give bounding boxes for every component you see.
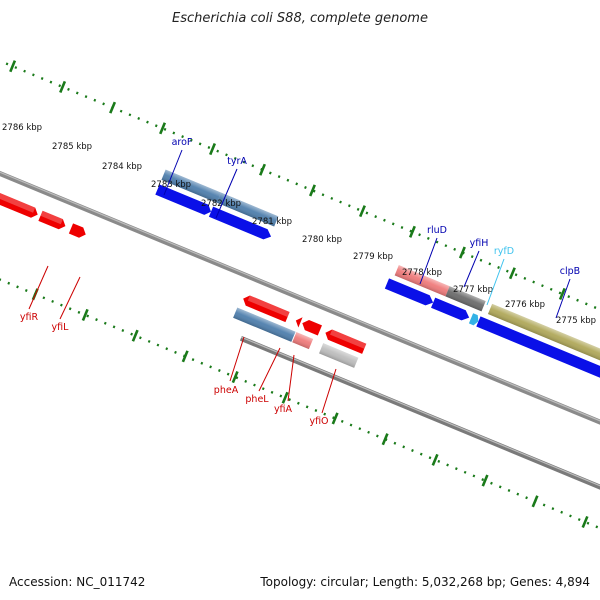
label-leader-line (321, 368, 337, 414)
kbp-tick (209, 142, 217, 156)
kbp-tick (81, 308, 89, 321)
backbone-highlight (0, 143, 600, 459)
label-leader-line (258, 347, 281, 392)
gene-label-pheA[interactable]: pheA (214, 385, 239, 396)
kbp-tick (381, 433, 389, 446)
kbp-tick (258, 163, 266, 176)
kbp-tick-marks (9, 60, 589, 529)
gene-label-yfiH[interactable]: yfiH (470, 238, 489, 249)
label-leader-line (555, 278, 571, 319)
kbp-label: 2781 kbp (252, 217, 292, 227)
kbp-labels: 2786 kbp 2785 kbp 2784 kbp 2783 kbp 2782 kbp… (2, 123, 596, 326)
gene-yfiL[interactable] (38, 210, 67, 231)
gene-yfiH[interactable] (431, 283, 486, 326)
gene-label-yfiA[interactable]: yfiA (274, 404, 293, 415)
gene-ryfD[interactable] (468, 313, 481, 326)
label-leader-line (215, 168, 238, 219)
gene-label-rluD[interactable]: rluD (427, 225, 447, 236)
gene-labels: aroF tyrA rluD yfiH ryfD clpB yfiR yfiL pheA pheL… (20, 137, 580, 427)
backbone-line (0, 142, 600, 462)
kbp-tick (231, 371, 239, 384)
kbp-label: 2777 kbp (453, 285, 493, 295)
accession-text: Accession: NC_011742 (9, 575, 145, 589)
kbp-tick (481, 474, 489, 487)
kbp-tick (408, 225, 416, 238)
kbp-tick (59, 80, 67, 93)
label-leader-line (287, 354, 295, 402)
kbp-label: 2778 kbp (402, 268, 442, 278)
gene-yfiR[interactable] (0, 188, 40, 219)
gene-label-yfiL[interactable]: yfiL (52, 322, 70, 333)
label-leader-line (59, 276, 81, 320)
genome-band (0, 47, 600, 551)
kbp-tick (581, 515, 589, 529)
genome-summary-text: Topology: circular; Length: 5,032,268 bp… (259, 575, 590, 589)
gene-label-ryfD[interactable]: ryfD (494, 246, 514, 257)
gene-label-clpB[interactable]: clpB (560, 266, 580, 277)
lower-track-highlight (241, 336, 600, 514)
kbp-tick (358, 205, 366, 218)
kbp-label: 2782 kbp (201, 199, 241, 209)
inner-dotted-ring (0, 234, 600, 551)
gene-clpB[interactable] (476, 302, 600, 422)
kbp-tick (331, 412, 339, 425)
label-leader-line (229, 336, 245, 382)
gene-label-pheL[interactable]: pheL (245, 394, 269, 405)
gene-label-yfiO[interactable]: yfiO (309, 416, 328, 427)
gene-pheA[interactable] (233, 293, 302, 342)
kbp-label: 2784 kbp (102, 162, 142, 172)
kbp-tick (531, 495, 539, 508)
kbp-label: 2780 kbp (302, 235, 342, 245)
lower-track-line (239, 335, 600, 517)
label-leader-line (463, 250, 480, 288)
kbp-tick (9, 60, 17, 73)
gene-aroF[interactable] (155, 169, 222, 218)
kbp-label: 2779 kbp (353, 252, 393, 262)
kbp-tick (109, 101, 117, 114)
label-leader-line (419, 237, 438, 285)
kbp-label: 2776 kbp (505, 300, 545, 310)
kbp-tick (281, 391, 289, 404)
kbp-tick (308, 184, 316, 197)
outer-dotted-ring (0, 47, 600, 364)
kbp-tick (458, 246, 466, 259)
kbp-label: 2786 kbp (2, 123, 42, 133)
gene-label-yfiR[interactable]: yfiR (20, 312, 39, 323)
kbp-tick (181, 350, 189, 363)
kbp-tick (558, 287, 566, 300)
inner-backbone-line (0, 190, 600, 504)
gene-yfiA[interactable] (292, 317, 322, 350)
label-leader-line (163, 149, 183, 196)
gene-yfiR-neighbor[interactable] (68, 223, 88, 239)
kbp-tick (131, 329, 139, 342)
map-title: Escherichia coli S88, complete genome (172, 11, 428, 26)
kbp-tick (159, 122, 167, 135)
kbp-label: 2785 kbp (52, 142, 92, 152)
gene-pheL[interactable] (294, 315, 303, 328)
gene-yfiO[interactable] (317, 328, 367, 369)
kbp-tick (431, 453, 439, 466)
kbp-label: 2783 kbp (151, 180, 191, 190)
gene-rluD[interactable] (384, 264, 450, 312)
kbp-label: 2775 kbp (556, 316, 596, 326)
gene-tyrA[interactable] (208, 192, 279, 242)
label-leader-line (28, 265, 49, 310)
kbp-tick (508, 267, 516, 280)
label-leader-line (486, 258, 505, 306)
gene-label-tyrA[interactable]: tyrA (227, 156, 247, 167)
gene-label-aroF[interactable]: aroF (172, 137, 193, 148)
